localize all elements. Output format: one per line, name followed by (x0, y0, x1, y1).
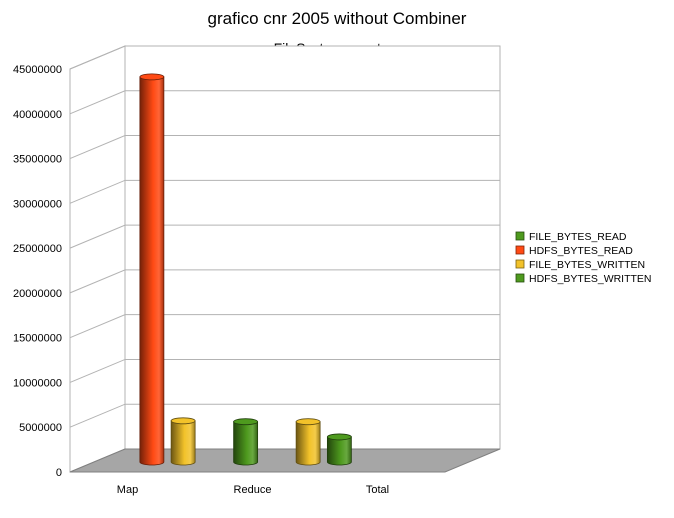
bar-top (170, 417, 196, 425)
y-tick-label: 30000000 (13, 198, 62, 210)
y-tick-label: 20000000 (13, 288, 62, 300)
gridline (69, 45, 500, 70)
bar-body (295, 421, 321, 466)
bar (139, 73, 165, 466)
bar-top (139, 73, 165, 81)
y-tick-label: 10000000 (13, 377, 62, 389)
gridline (69, 90, 500, 115)
legend-label: HDFS_BYTES_WRITTEN (529, 273, 652, 285)
gridline (69, 403, 500, 428)
bar-top (326, 433, 352, 441)
legend: FILE_BYTES_READ HDFS_BYTES_READ FILE_BYTES… (515, 231, 652, 285)
chart-title: grafico cnr 2005 without Combiner (207, 9, 467, 28)
bar-body (326, 436, 352, 466)
y-tick-label: 25000000 (13, 243, 62, 255)
bar-body (233, 421, 259, 466)
bars (139, 73, 352, 466)
y-tick-label: 45000000 (13, 64, 62, 76)
bar (170, 417, 196, 466)
y-tick-label: 40000000 (13, 109, 62, 121)
bar-top (233, 418, 259, 426)
y-tick-label: 0 (56, 467, 62, 479)
gridlines (69, 45, 500, 428)
bar (295, 418, 321, 466)
chart-floor (69, 448, 501, 473)
x-axis: Map Reduce Total (117, 484, 389, 496)
gridline (69, 314, 500, 339)
gridline (69, 135, 500, 160)
legend-swatch (515, 245, 525, 255)
legend-swatch (515, 259, 525, 269)
gridline (69, 224, 500, 249)
bar-body (139, 76, 165, 466)
legend-swatch (515, 231, 525, 241)
y-tick-label: 5000000 (19, 422, 62, 434)
y-tick-label: 35000000 (13, 154, 62, 166)
y-axis: 0 5000000 10000000 15000000 20000000 25000000… (13, 64, 62, 479)
x-tick-label: Total (366, 484, 389, 496)
x-tick-label: Map (117, 484, 138, 496)
bar-body (170, 420, 196, 466)
floor-plane (69, 448, 501, 473)
x-tick-label: Reduce (234, 484, 272, 496)
y-tick-label: 15000000 (13, 333, 62, 345)
back-wall (124, 45, 501, 450)
chart-walls (69, 45, 501, 473)
bar (233, 418, 259, 466)
legend-label: HDFS_BYTES_READ (529, 245, 633, 257)
legend-swatch (515, 273, 525, 283)
gridline (69, 179, 500, 204)
gridline (69, 358, 500, 383)
bar-top (295, 418, 321, 426)
gridline (69, 269, 500, 294)
bar (326, 433, 352, 466)
legend-label: FILE_BYTES_READ (529, 231, 627, 243)
legend-label: FILE_BYTES_WRITTEN (529, 259, 645, 271)
